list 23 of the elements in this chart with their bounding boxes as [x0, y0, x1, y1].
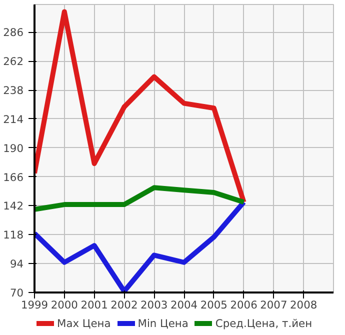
- y-tick-label: 94: [10, 258, 24, 271]
- legend-label: Min Цена: [138, 316, 188, 330]
- x-tick-label: 2001: [80, 298, 108, 312]
- y-tick-label: 262: [3, 55, 24, 68]
- x-tick-label: 2004: [170, 298, 198, 312]
- y-tick-label: 70: [10, 286, 24, 300]
- x-tick-label: 2005: [200, 298, 228, 312]
- legend-label: Сред.Цена, т.йен: [215, 316, 312, 330]
- x-tick-label: 1999: [20, 298, 48, 312]
- x-tick-label: 2006: [230, 298, 258, 312]
- x-tick-label: 2000: [50, 298, 78, 312]
- y-tick-label: 190: [3, 142, 24, 155]
- legend-label: Max Цена: [57, 316, 111, 330]
- y-tick-label: 238: [3, 84, 24, 98]
- y-tick-label: 214: [3, 112, 24, 126]
- x-tick-label: 2008: [290, 298, 318, 312]
- y-tick-label: 118: [3, 228, 24, 242]
- y-tick-label: 286: [3, 26, 24, 40]
- x-tick-label: 2003: [140, 298, 168, 312]
- y-tick-label: 142: [3, 200, 24, 213]
- y-tick-label: 166: [3, 170, 24, 184]
- x-tick-label: 2007: [260, 298, 288, 312]
- x-tick-label: 2002: [110, 298, 138, 312]
